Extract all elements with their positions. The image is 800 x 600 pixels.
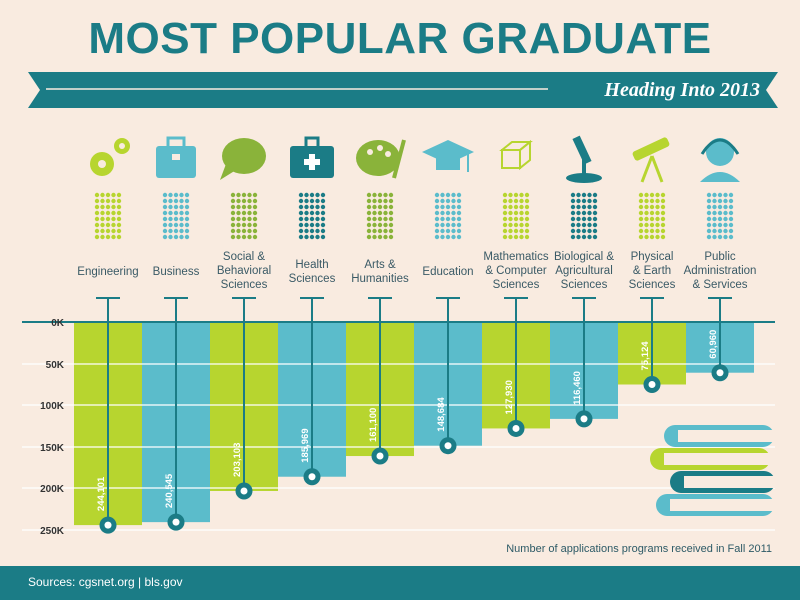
value-marker-center: [172, 518, 180, 526]
dot-grid-icon: [638, 192, 666, 240]
category-label-line: Arts &: [364, 259, 396, 271]
graduation-cap-icon: [418, 128, 478, 188]
category-label-line: Health: [295, 259, 329, 271]
category-label-line: Physical: [630, 251, 674, 263]
category-label: Public Administration & Services: [680, 250, 760, 292]
dot-grid-icon: [706, 192, 734, 240]
category-label-line: & Services: [692, 279, 748, 291]
y-tick-label: 0K: [51, 318, 65, 329]
books-icon: [650, 425, 775, 516]
footer: Sources: cgsnet.org | bls.gov: [0, 566, 800, 600]
value-label: 244,101: [96, 476, 107, 511]
title-banner: [28, 72, 778, 108]
value-label: 75,124: [640, 341, 651, 371]
value-label: 116,460: [572, 371, 583, 405]
y-tick-label: 200K: [40, 484, 65, 495]
category-label: Social & Behavioral Sciences: [204, 250, 284, 292]
value-label: 127,930: [504, 380, 515, 414]
category-label-line: Sciences: [492, 279, 540, 291]
category-label: Business: [136, 265, 216, 279]
category-label-line: Sciences: [628, 279, 676, 291]
first-aid-kit-icon: [282, 128, 342, 188]
category-label-line: Education: [422, 266, 474, 278]
telescope-icon: [622, 128, 682, 188]
category-label-line: Sciences: [560, 279, 608, 291]
value-marker-center: [104, 521, 112, 529]
y-tick-label: 250K: [40, 526, 65, 537]
category-label-line: Engineering: [77, 266, 139, 278]
category-label-line: Behavioral: [216, 265, 272, 277]
category-label-line: Sciences: [288, 273, 336, 285]
y-tick-label: 50K: [46, 360, 65, 371]
category-label-line: Biological &: [553, 251, 615, 263]
category-label-line: Humanities: [351, 273, 409, 285]
gears-icon: [78, 128, 138, 188]
category-label-line: Agricultural: [555, 265, 613, 277]
dot-grid-icon: [366, 192, 394, 240]
sources-text: Sources: cgsnet.org | bls.gov: [28, 575, 183, 589]
value-marker-center: [308, 473, 316, 481]
category-label-line: Mathematics: [483, 251, 549, 263]
dot-grid-icon: [570, 192, 598, 240]
category-label-line: Administration: [683, 265, 757, 277]
value-label: 203,103: [232, 443, 243, 477]
speech-bubble-icon: [214, 128, 274, 188]
cube-icon: [486, 128, 546, 188]
category-label-line: Public: [704, 251, 736, 263]
category-label: Physical & Earth Sciences: [612, 250, 692, 292]
dot-grid-icon: [298, 192, 326, 240]
dot-grid-icon: [502, 192, 530, 240]
microscope-icon: [554, 128, 614, 188]
chart-note: Number of applications programs received…: [506, 543, 772, 555]
value-label: 240,545: [164, 473, 175, 508]
value-marker-center: [444, 442, 452, 450]
dot-grid-icon: [94, 192, 122, 240]
category-label-line: Business: [152, 266, 200, 278]
value-label: 161,100: [368, 408, 379, 442]
category-label: Arts & Humanities: [340, 258, 420, 286]
value-marker-center: [716, 369, 724, 377]
value-marker-center: [240, 487, 248, 495]
category-label-line: & Computer: [485, 265, 547, 277]
dot-grid-icon: [434, 192, 462, 240]
category-label: Health Sciences: [272, 258, 352, 286]
palette-icon: [350, 128, 410, 188]
value-label: 185,969: [300, 428, 311, 462]
y-tick-label: 100K: [40, 401, 65, 412]
category-label-line: Social &: [222, 251, 266, 263]
value-marker-center: [648, 381, 656, 389]
briefcase-icon: [146, 128, 206, 188]
category-label: Engineering: [68, 265, 148, 279]
value-label: 148,684: [436, 397, 447, 432]
category-label-line: & Earth: [632, 265, 672, 277]
value-marker-center: [512, 424, 520, 432]
value-label: 60,960: [708, 330, 719, 359]
dot-grid-icon: [162, 192, 190, 240]
category-label: Education: [408, 265, 488, 279]
category-label: Biological & Agricultural Sciences: [544, 250, 624, 292]
dot-grid-icon: [230, 192, 258, 240]
value-marker-center: [580, 415, 588, 423]
category-label: Mathematics & Computer Sciences: [476, 250, 556, 292]
value-marker-center: [376, 452, 384, 460]
headset-icon: [690, 128, 750, 188]
subtitle: Heading Into 2013: [604, 79, 760, 101]
y-tick-label: 150K: [40, 443, 65, 454]
category-label-line: Sciences: [220, 279, 268, 291]
